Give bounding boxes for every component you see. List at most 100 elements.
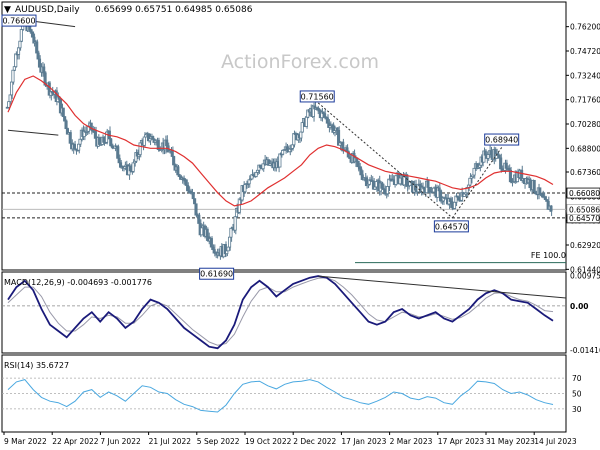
macd-tick-label: 0.009751 [570,271,600,280]
candle-body [483,150,487,156]
level-axis-label: 0.66080 [569,189,600,198]
rsi-panel [2,377,566,413]
x-tick-label: 19 Oct 2022 [245,437,292,446]
y-tick-label: 0.76200 [570,23,600,32]
candle-body [247,179,251,185]
candle-body [504,162,508,169]
candle-body [508,169,512,183]
candle-body [191,192,195,200]
candle-body [323,113,327,118]
macd-trendline [318,275,567,299]
ohlc-readout: 0.65699 0.65751 0.64985 0.65086 [95,5,253,15]
pivot-label: 0.68940 [485,136,518,145]
candle-body [19,29,23,42]
candle-body [102,136,106,143]
y-tick-label: 0.73240 [570,71,600,80]
candle-body [243,184,247,193]
rsi-tick-label: 70 [572,374,582,383]
x-tick-label: 2 Dec 2022 [293,437,336,446]
pivot-label-box [299,90,335,103]
candle-body [61,107,65,118]
candle-body [30,31,35,38]
x-tick-label: 2 Mar 2023 [390,437,433,446]
candle-body [18,40,22,49]
x-tick-label: 14 Jul 2023 [534,437,577,446]
candle-body [12,66,16,71]
candle-body [209,238,213,248]
candle-body [356,160,360,168]
candle-body [176,166,180,176]
candle-body [197,214,201,224]
candle-body [165,139,169,147]
macd-title: MACD(12,26,9) -0.004693 -0.001776 [4,278,152,287]
macd-panel-border [1,271,567,354]
candle-body [437,187,441,192]
pivot-label: 0.61690 [200,270,233,279]
header-arrow-icon: ▼ [4,5,11,15]
candle-body [452,201,457,209]
candle-body [398,177,402,185]
y-tick-label: 0.74720 [570,47,600,56]
candle-body [63,116,67,122]
macd-tick-label: 0.00 [570,302,589,311]
candle-body [383,189,387,195]
candle-body [93,131,97,139]
pivot-label-box [199,267,235,280]
x-tick-label: 7 Jun 2022 [100,437,141,446]
candle-body [200,227,204,236]
pivot-label: 0.64570 [435,222,468,231]
candle-body [394,175,398,185]
candle-body [261,163,265,170]
candle-body [325,117,329,124]
pivot-label-box [1,14,37,27]
macd-tick-label: -0.014107 [570,346,600,355]
pivot-label: 0.76600 [2,17,35,26]
candle-body [131,162,135,172]
candle-body [138,142,142,156]
candle-body [359,168,363,176]
candle-body [172,156,176,166]
x-tick-label: 5 Sep 2022 [197,437,240,446]
moving-average-line [7,75,554,207]
pivot-label-box [433,220,469,233]
candle-body [42,66,46,74]
chart-frame [1,1,567,433]
candle-body [292,133,296,146]
candle-body [538,187,542,195]
y-tick-label: 0.71760 [570,96,600,105]
candle-body [374,181,378,188]
pivot-label-box [484,133,520,146]
rsi-title: RSI(14) 35.6727 [4,361,69,370]
rsi-tick-label: 50 [572,390,582,399]
candle-body [426,180,430,188]
level-axis-box [566,187,600,199]
candle-body [233,216,237,231]
candle-body [472,167,476,176]
candle-body [151,136,155,140]
candle-body [489,150,493,155]
candle-body [225,250,229,255]
macd-signal-line [7,277,554,346]
candle-body [8,94,12,103]
candle-body [300,122,304,133]
candle-body [7,101,11,108]
candle-body [64,120,68,130]
symbol-label: AUDUSD,Daily [15,5,80,15]
candle-body [205,228,209,238]
candle-body [36,52,40,60]
candle-body [68,132,72,144]
y-tick-label: 0.62920 [570,241,600,250]
candle-body [72,143,76,150]
candle-body [14,53,18,68]
candle-body [450,201,454,208]
candle-body [549,205,553,212]
x-tick-label: 17 Jan 2023 [341,437,386,446]
candle-body [448,198,452,202]
x-tick-label: 9 Mar 2022 [4,437,47,446]
candle-body [184,179,188,186]
last-price-label: 0.65086 [569,205,600,214]
candle-body [499,157,503,170]
y-tick-label: 0.70280 [570,120,600,129]
candle-body [193,198,197,205]
